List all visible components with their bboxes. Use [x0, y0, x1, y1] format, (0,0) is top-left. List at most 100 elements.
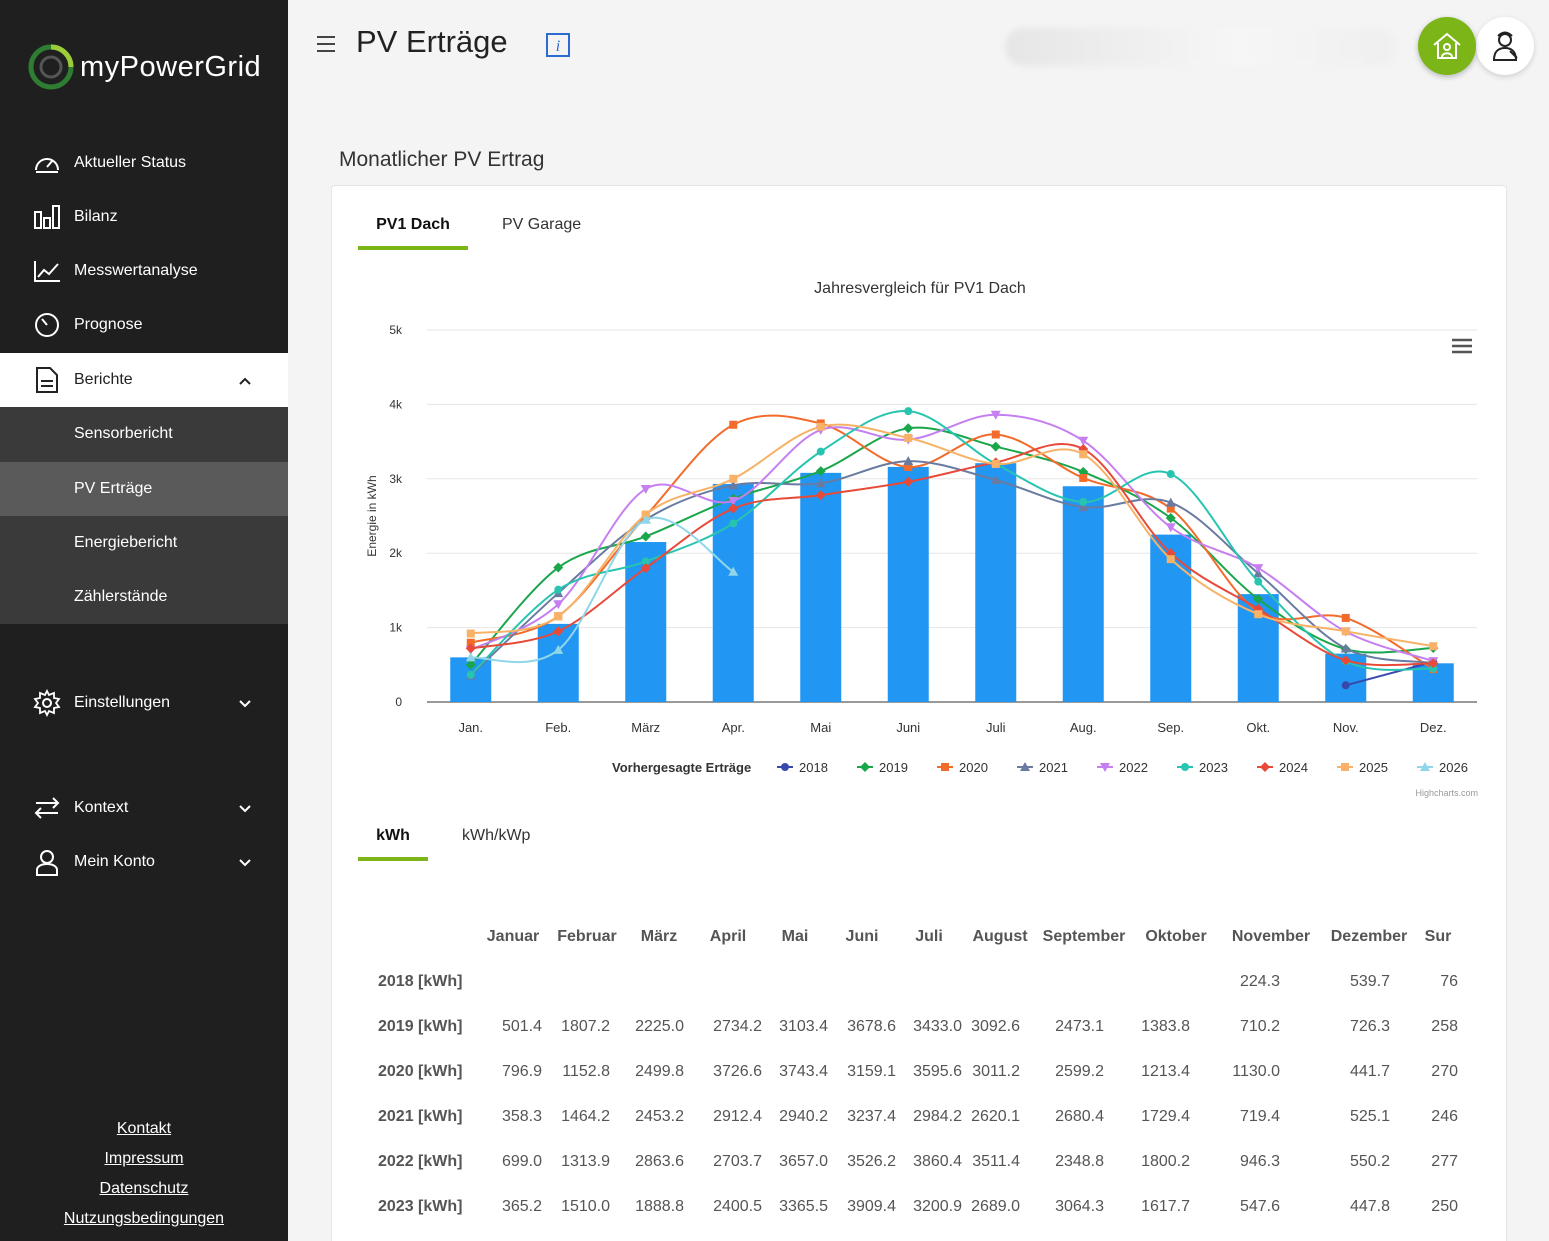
table-cell: 2620.1: [971, 1107, 1020, 1125]
table-cell: 358.3: [501, 1107, 542, 1125]
table-row: 2023 [kWh] 365.2 1510.0 1888.8 2400.5 3365.5 3…: [358, 1184, 1458, 1229]
series-marker: [465, 659, 476, 670]
pv-card: PV1 Dach PV Garage Jahresvergleich für P…: [331, 185, 1507, 1241]
row-header: 2018 [kWh]: [378, 972, 463, 990]
sub-item-zaehlerstaende[interactable]: Zählerstände: [74, 588, 168, 605]
series-line: [470, 516, 734, 664]
tab-kwh-kwp[interactable]: kWh/kWp: [462, 827, 531, 844]
table-cell: [1038, 959, 1130, 1004]
sub-item-pv-ertraege[interactable]: PV Erträge: [0, 462, 288, 516]
nav-item-einstellungen[interactable]: Einstellungen: [0, 676, 288, 730]
table-cell: [476, 959, 550, 1004]
link-impressum[interactable]: Impressum: [104, 1150, 184, 1167]
table-cell: 2225.0: [635, 1017, 684, 1035]
y-axis-label: Energie in kWh: [365, 475, 379, 556]
table-cell: [962, 959, 1038, 1004]
chevron-down-icon: [238, 696, 252, 714]
table-row: 2019 [kWh] 501.4 1807.2 2225.0 2734.2 3103.4 3…: [358, 1004, 1458, 1049]
app-logo[interactable]: myPowerGrid: [28, 44, 261, 90]
row-header: 2023 [kWh]: [378, 1197, 463, 1215]
nav-item-mein-konto[interactable]: Mein Konto: [0, 835, 288, 889]
series-marker: [781, 763, 789, 771]
table-cell: 1152.8: [562, 1062, 610, 1080]
series-marker: [816, 422, 825, 431]
nav-item-bilanz[interactable]: Bilanz: [0, 190, 288, 244]
table-row: 2018 [kWh] 224.3 539.7 76: [358, 959, 1458, 1004]
chevron-down-icon: [238, 855, 252, 873]
blurred-context-selector[interactable]: [1005, 28, 1395, 66]
series-line: [470, 413, 1434, 663]
sub-item-energiebericht[interactable]: Energiebericht: [74, 534, 178, 551]
bar-chart-icon: [33, 203, 61, 231]
nav-label: Bilanz: [74, 208, 118, 225]
series-marker: [728, 496, 739, 506]
series-marker: [990, 474, 1001, 484]
table-header-cell: März: [640, 927, 678, 945]
line-chart-icon: [33, 257, 61, 285]
installer-avatar-button[interactable]: [1476, 17, 1534, 75]
series-marker: [1341, 627, 1350, 636]
info-icon[interactable]: i: [545, 32, 571, 63]
table-header-cell: November: [1231, 927, 1311, 945]
table-cell: 726.3: [1349, 1017, 1390, 1035]
table-header-row: Januar Februar März April Mai Juni Juli August S…: [358, 914, 1458, 959]
series-line: [470, 443, 1434, 667]
table-cell: 2348.8: [1055, 1152, 1104, 1170]
series-marker: [991, 459, 1000, 468]
series-marker: [728, 480, 739, 490]
nav-item-berichte[interactable]: Berichte: [0, 353, 288, 407]
link-nutzungsbedingungen[interactable]: Nutzungsbedingungen: [63, 1210, 225, 1227]
series-marker: [640, 531, 651, 542]
series-marker: [1429, 642, 1438, 651]
table-cell: 3237.4: [847, 1107, 896, 1125]
table-cell: 525.1: [1349, 1107, 1390, 1125]
legend-item-forecast: Vorhergesagte Erträge: [612, 760, 751, 775]
forecast-bar: [975, 463, 1017, 702]
table-cell: 2734.2: [713, 1017, 762, 1035]
series-marker: [1078, 436, 1089, 446]
nav-item-aktueller-status[interactable]: Aktueller Status: [0, 136, 288, 190]
y-tick-label: 3k: [389, 472, 403, 486]
tab-kwh[interactable]: kWh: [358, 827, 428, 861]
chart-menu-icon[interactable]: [1452, 338, 1472, 359]
chevron-down-icon: [238, 801, 252, 819]
link-kontakt[interactable]: Kontakt: [116, 1120, 172, 1137]
table-cell: 1213.4: [1141, 1062, 1190, 1080]
forecast-bar: [887, 466, 929, 702]
series-marker: [466, 670, 475, 679]
table-cell: 224.3: [1239, 972, 1280, 990]
series-marker: [729, 420, 738, 429]
nav-item-kontext[interactable]: Kontext: [0, 781, 288, 835]
tab-pv-garage[interactable]: PV Garage: [502, 216, 582, 233]
series-marker: [554, 612, 563, 621]
x-tick-label: Mai: [810, 720, 831, 735]
nav-label: Kontext: [74, 799, 129, 816]
gear-icon: [33, 689, 61, 717]
table-cell: [1130, 959, 1222, 1004]
table-cell: 699.0: [501, 1152, 542, 1170]
series-marker: [1253, 594, 1264, 605]
page-title: PV Erträge: [356, 24, 508, 59]
series-marker: [466, 638, 475, 647]
table-row: 2021 [kWh] 358.3 1464.2 2453.2 2912.4 2940.2 3…: [358, 1094, 1458, 1139]
nav-item-messwertanalyse[interactable]: Messwertanalyse: [0, 244, 288, 298]
link-datenschutz[interactable]: Datenschutz: [99, 1180, 189, 1197]
table-row: 2022 [kWh] 699.0 1313.9 2863.6 2703.7 3657.0 3…: [358, 1139, 1458, 1184]
table-cell: 246: [1431, 1107, 1458, 1125]
series-marker: [1166, 470, 1175, 479]
gauge-icon: [33, 149, 61, 177]
legend-item: 2020: [959, 760, 988, 775]
series-marker: [640, 514, 651, 524]
table-header-cell: September: [1042, 927, 1126, 945]
table-cell: 1383.8: [1141, 1017, 1190, 1035]
series-marker: [903, 476, 914, 487]
tab-pv1-dach[interactable]: PV1 Dach: [358, 216, 468, 250]
table-cell: 539.7: [1349, 972, 1390, 990]
sub-item-sensorbericht[interactable]: Sensorbericht: [74, 425, 173, 442]
nav-item-prognose[interactable]: Prognose: [0, 298, 288, 352]
series-marker: [1166, 504, 1175, 513]
menu-toggle-icon[interactable]: [316, 35, 336, 58]
home-avatar-button[interactable]: [1418, 17, 1476, 75]
installer-icon: [1492, 31, 1518, 61]
series-marker: [1253, 564, 1264, 574]
